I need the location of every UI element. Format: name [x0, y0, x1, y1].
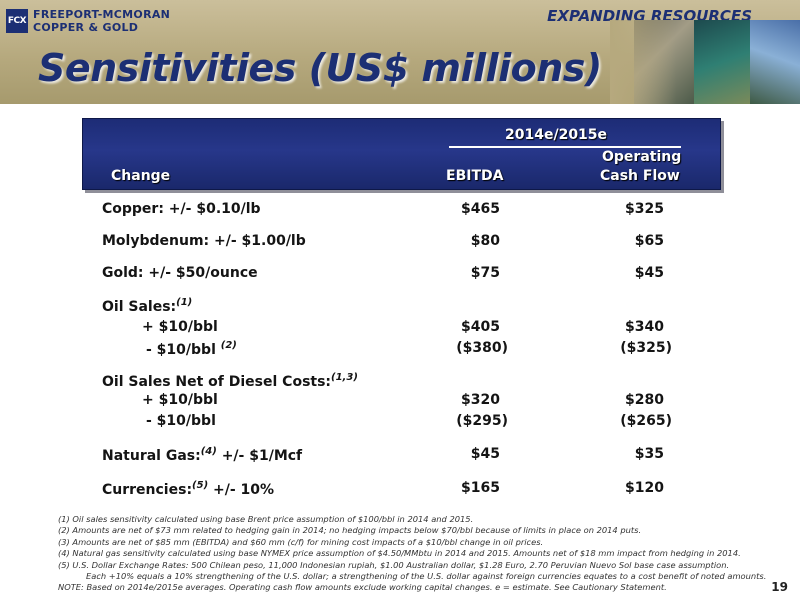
page-number: 19 [771, 580, 788, 594]
row-label: + $10/bbl [142, 319, 218, 335]
table-row-natural-gas: Natural Gas:(4) +/- $1/Mcf $45 $35 [0, 446, 800, 466]
ocf-value: ($325) [620, 340, 672, 356]
table-row-gold: Gold: +/- $50/ounce $75 $45 [0, 265, 800, 285]
table-row-copper: Copper: +/- $0.10/lb $465 $325 [0, 201, 800, 221]
table-row-oil-minus: - $10/bbl (2) ($380) ($325) [0, 340, 800, 360]
table-row-oil-net-heading: Oil Sales Net of Diesel Costs:(1,3) [0, 372, 800, 392]
column-header-ocf-line2: Cash Flow [600, 168, 680, 184]
header-band: FCX FREEPORT-MCMORAN COPPER & GOLD EXPAN… [0, 0, 800, 104]
row-label-detail: +/- $1/Mcf [216, 448, 303, 464]
row-label: Natural Gas: [102, 448, 201, 464]
ebitda-value: $320 [461, 392, 500, 408]
row-label-detail: +/- 10% [208, 482, 275, 498]
ocf-value: $45 [634, 265, 664, 281]
ebitda-value: ($295) [456, 413, 508, 429]
period-label: 2014e/2015e [505, 127, 608, 143]
company-logo: FCX FREEPORT-MCMORAN COPPER & GOLD [6, 6, 170, 36]
column-header-ebitda: EBITDA [446, 168, 504, 184]
table-header: 2014e/2015e Change EBITDA Operating Cash… [82, 118, 721, 190]
footnote-note: NOTE: Based on 2014e/2015e averages. Ope… [58, 582, 667, 593]
ebitda-value: $75 [470, 265, 500, 281]
footnote: (3) Amounts are net of $85 mm (EBITDA) a… [58, 536, 544, 547]
footnotes: (1) Oil sales sensitivity calculated usi… [58, 514, 767, 594]
ocf-value: $120 [625, 480, 664, 496]
footnote-ref: (1,3) [331, 372, 358, 383]
footnote-ref: (1) [176, 297, 193, 308]
ocf-value: $65 [634, 233, 664, 249]
footnote: Each +10% equals a 10% strengthening of … [86, 571, 767, 582]
table-row-net-plus: + $10/bbl $320 $280 [0, 392, 800, 412]
column-header-ocf-line1: Operating [602, 149, 682, 165]
table-row-oil-sales-heading: Oil Sales:(1) [0, 297, 800, 317]
footnote: (1) Oil sales sensitivity calculated usi… [58, 514, 474, 524]
row-label: Currencies: [102, 482, 193, 498]
ocf-value: $35 [634, 446, 664, 462]
page-title: Sensitivities (US$ millions) [38, 46, 602, 90]
ebitda-value: ($380) [456, 340, 508, 356]
row-label: Gold: +/- $50/ounce [102, 265, 258, 281]
table-row-oil-plus: + $10/bbl $405 $340 [0, 319, 800, 339]
ebitda-value: $465 [461, 201, 500, 217]
header-photo-collage [610, 20, 800, 104]
row-label: - $10/bbl [146, 413, 216, 429]
footnote: (2) Amounts are net of $73 mm related to… [58, 525, 642, 536]
ocf-value: $340 [625, 319, 664, 335]
row-label: + $10/bbl [142, 392, 218, 408]
table-row-net-minus: - $10/bbl ($295) ($265) [0, 413, 800, 433]
footnote: (5) U.S. Dollar Exchange Rates: 500 Chil… [58, 559, 730, 570]
footnote-ref: (2) [220, 340, 237, 351]
row-label: Oil Sales: [102, 299, 177, 315]
period-underline [449, 146, 681, 148]
footnote-ref: (4) [200, 446, 217, 457]
row-label: Oil Sales Net of Diesel Costs: [102, 374, 332, 390]
ebitda-value: $165 [461, 480, 500, 496]
ocf-value: ($265) [620, 413, 672, 429]
logo-mark: FCX [6, 9, 28, 33]
company-name-line1: FREEPORT-MCMORAN [33, 8, 171, 21]
table-row-currencies: Currencies:(5) +/- 10% $165 $120 [0, 480, 800, 500]
row-label: Copper: +/- $0.10/lb [102, 201, 261, 217]
row-label: - $10/bbl [146, 342, 216, 358]
ocf-value: $325 [625, 201, 664, 217]
ebitda-value: $405 [461, 319, 500, 335]
ebitda-value: $45 [470, 446, 500, 462]
ebitda-value: $80 [470, 233, 500, 249]
column-header-change: Change [111, 168, 171, 184]
table-row-molybdenum: Molybdenum: +/- $1.00/lb $80 $65 [0, 233, 800, 253]
footnote: (4) Natural gas sensitivity calculated u… [58, 548, 741, 559]
photo-fade [610, 20, 800, 104]
footnote-ref: (5) [192, 480, 209, 491]
company-name-line2: COPPER & GOLD [33, 21, 139, 34]
ocf-value: $280 [625, 392, 664, 408]
row-label: Molybdenum: +/- $1.00/lb [102, 233, 306, 249]
